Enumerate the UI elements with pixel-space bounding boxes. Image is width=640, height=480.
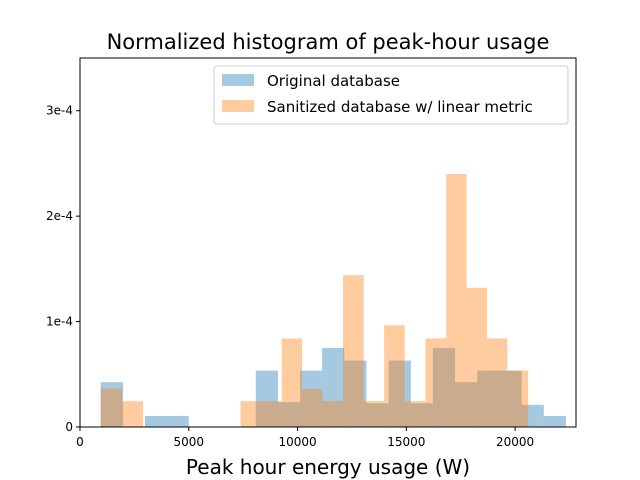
histogram-bar-series-1-bin-6: [322, 401, 344, 427]
histogram-bar-series-1-bin-5: [302, 389, 323, 427]
histogram-bar-series-0-bin-6: [344, 360, 367, 427]
histogram-bar-series-0-bin-0: [100, 382, 124, 427]
histogram-bar-series-1-bin-15: [507, 370, 529, 427]
bars-layer: [100, 173, 566, 427]
histogram-bar-series-1-bin-7: [343, 275, 364, 427]
x-axis: 0 5000 10000 15000 20000: [76, 427, 534, 449]
histogram-bar-series-1-bin-9: [384, 325, 405, 427]
histogram-bar-series-0-bin-1: [144, 415, 189, 427]
histogram-bar-series-0-bin-12: [477, 370, 500, 427]
histogram-bar-series-0-bin-2: [255, 370, 278, 427]
histogram-bar-series-0-bin-3: [277, 402, 301, 427]
histogram-bar-series-0-bin-4: [300, 370, 323, 427]
y-tick-label: 2e-4: [46, 209, 73, 223]
y-tick-label: 0: [65, 420, 73, 434]
histogram-bar-series-0-bin-10: [432, 347, 456, 427]
x-axis-label: Peak hour energy usage (W): [186, 455, 470, 479]
histogram-bar-series-1-bin-8: [363, 401, 385, 427]
histogram-bar-series-1-bin-4: [281, 338, 303, 427]
legend-swatch-original: [222, 74, 254, 86]
histogram-bar-series-0-bin-5: [322, 347, 345, 427]
x-tick-label: 15000: [387, 435, 425, 449]
histogram-bar-series-0-bin-7: [366, 403, 389, 427]
legend-box: [213, 65, 569, 125]
x-tick-label: 0: [76, 435, 84, 449]
legend-label-original: Original database: [267, 72, 400, 90]
legend-label-sanitized: Sanitized database w/ linear metric: [267, 98, 533, 116]
histogram-bar-series-1-bin-11: [425, 338, 447, 427]
y-tick-label: 1e-4: [46, 315, 73, 329]
histogram-bar-series-1-bin-3: [261, 401, 282, 427]
y-axis: 0 1e-4 2e-4 3e-4: [46, 104, 80, 434]
chart-title: Normalized histogram of peak-hour usage: [107, 30, 550, 54]
histogram-bar-series-0-bin-15: [543, 415, 566, 427]
x-tick-label: 20000: [496, 435, 534, 449]
histogram-bar-series-0-bin-13: [499, 370, 522, 427]
histogram-bar-series-0-bin-11: [455, 382, 478, 427]
histogram-bar-series-0-bin-14: [521, 404, 544, 427]
plot-frame: [79, 57, 577, 428]
histogram-bar-series-1-bin-12: [446, 173, 467, 427]
histogram-bar-series-1-bin-2: [240, 401, 261, 427]
histogram-bar-series-1-bin-14: [487, 338, 508, 427]
legend: Original database Sanitized database w/ …: [213, 65, 569, 125]
x-tick-label: 5000: [173, 435, 204, 449]
histogram-bar-series-0-bin-9: [410, 403, 433, 427]
y-tick-label: 3e-4: [46, 104, 73, 118]
histogram-bar-series-1-bin-10: [404, 401, 426, 427]
x-tick-label: 10000: [278, 435, 316, 449]
histogram-bar-series-1-bin-1: [121, 401, 144, 427]
histogram-bar-series-0-bin-8: [388, 360, 411, 427]
legend-swatch-sanitized: [222, 100, 254, 112]
histogram-bar-series-1-bin-0: [100, 388, 122, 427]
histogram-bar-series-1-bin-13: [466, 287, 488, 427]
